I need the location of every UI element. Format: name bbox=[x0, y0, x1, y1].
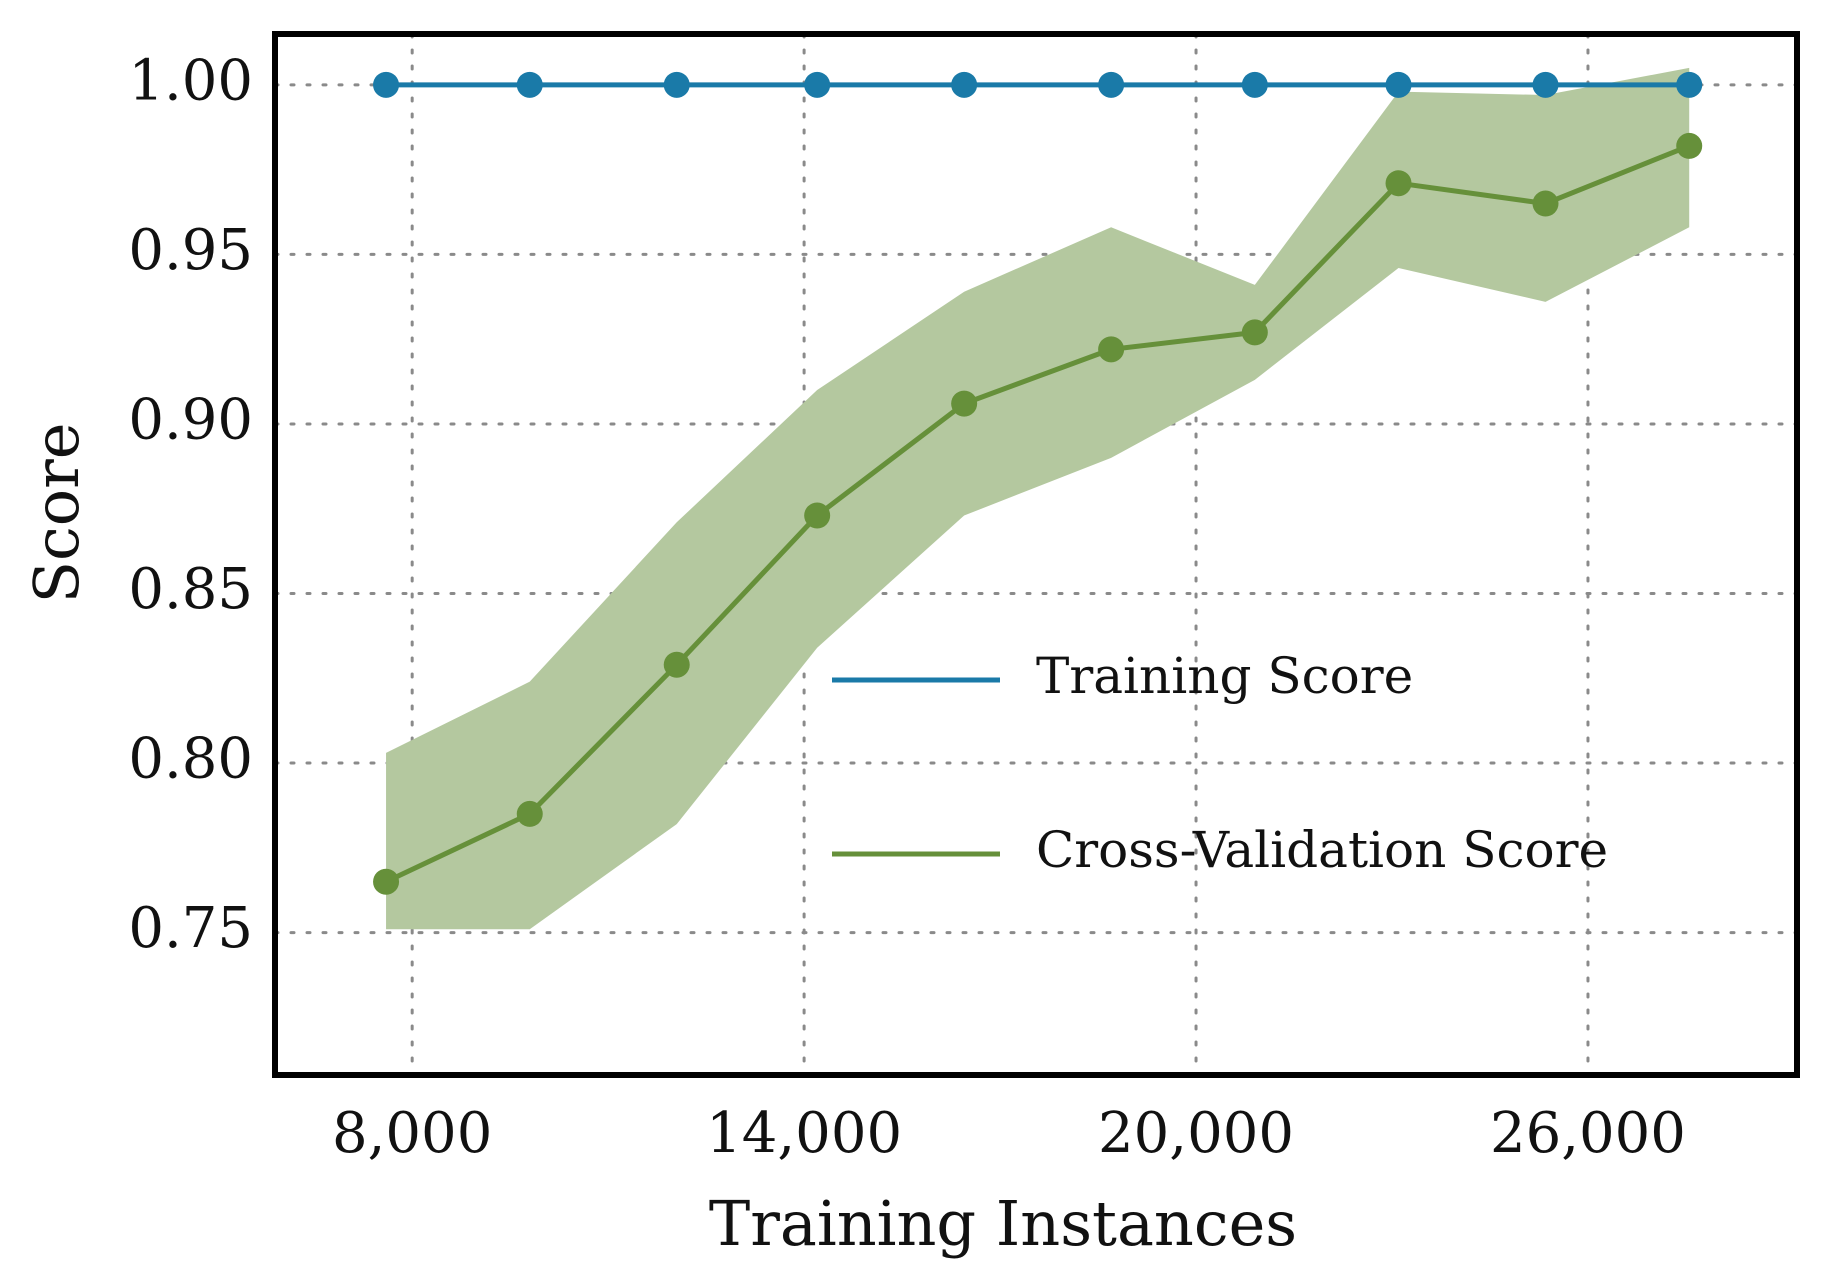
y-tick-label: 0.90 bbox=[128, 387, 253, 452]
y-tick-label: 0.75 bbox=[128, 896, 253, 961]
y-tick-label: 1.00 bbox=[128, 48, 253, 113]
cross-validation-score-point bbox=[1676, 132, 1703, 159]
training-score-point bbox=[951, 71, 978, 98]
legend-label-cross-validation-score: Cross-Validation Score bbox=[1036, 821, 1608, 879]
series-markers bbox=[373, 71, 1703, 895]
training-score-point bbox=[1241, 71, 1268, 98]
training-score-point bbox=[1532, 71, 1559, 98]
cross-validation-score-point bbox=[1532, 190, 1559, 217]
training-score-point bbox=[804, 71, 831, 98]
cross-validation-score-band bbox=[386, 67, 1690, 930]
x-axis-label: Training Instances bbox=[709, 1187, 1297, 1260]
y-axis-ticks: 0.75 0.80 0.85 0.90 0.95 1.00 bbox=[128, 48, 253, 961]
y-tick-label: 0.95 bbox=[128, 218, 253, 283]
training-score-point bbox=[516, 71, 543, 98]
x-tick-label: 8,000 bbox=[332, 1101, 492, 1166]
cross-validation-score-point bbox=[951, 390, 978, 417]
y-axis-label: Score bbox=[20, 423, 93, 604]
cross-validation-score-point bbox=[1241, 319, 1268, 346]
cross-validation-score-line bbox=[384, 143, 1691, 884]
training-score-point bbox=[1676, 71, 1703, 98]
training-score-point bbox=[663, 71, 690, 98]
training-score-point bbox=[373, 71, 400, 98]
legend: Training Score Cross-Validation Score bbox=[832, 647, 1608, 879]
cross-validation-score-point bbox=[663, 651, 690, 678]
confidence-bands bbox=[386, 67, 1690, 930]
y-tick-label: 0.80 bbox=[128, 727, 253, 792]
cross-validation-score-point bbox=[804, 502, 831, 529]
cross-validation-score-point bbox=[373, 868, 400, 895]
y-tick-label: 0.85 bbox=[128, 557, 253, 622]
training-score-point bbox=[1385, 71, 1412, 98]
cross-validation-score-point bbox=[1098, 336, 1125, 363]
x-tick-label: 14,000 bbox=[706, 1101, 902, 1166]
plot-frame bbox=[272, 31, 1800, 1078]
legend-label-training-score: Training Score bbox=[1036, 647, 1413, 705]
series-lines bbox=[384, 82, 1691, 884]
x-tick-label: 20,000 bbox=[1098, 1101, 1294, 1166]
x-axis-ticks: 8,000 14,000 20,000 26,000 bbox=[332, 1101, 1686, 1166]
cross-validation-score-point bbox=[516, 800, 543, 827]
x-tick-label: 26,000 bbox=[1490, 1101, 1686, 1166]
cross-validation-score-point bbox=[1385, 170, 1412, 197]
training-score-point bbox=[1098, 71, 1125, 98]
